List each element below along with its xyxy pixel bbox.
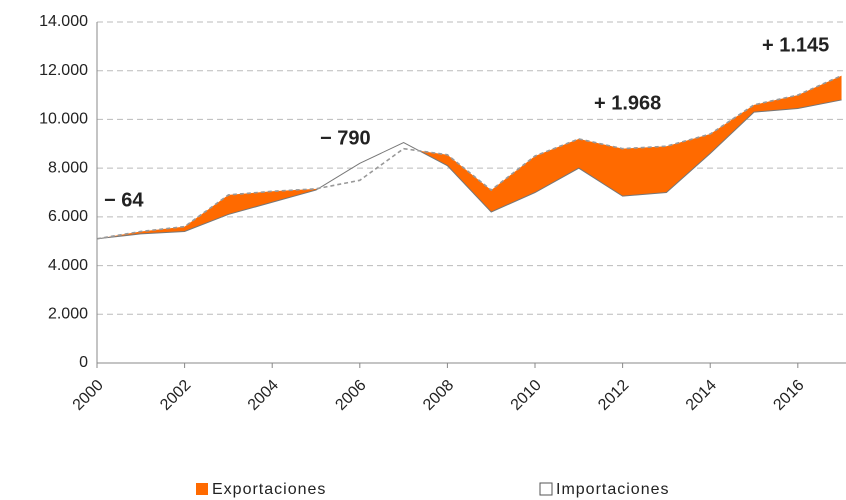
imports-line [96,99,842,240]
x-tick-label: 2016 [770,377,807,414]
y-tick-label: 14.000 [39,13,88,30]
y-tick-label: 4.000 [48,257,88,274]
annotation: − 790 [320,127,371,149]
x-tick-label: 2006 [332,377,369,414]
y-tick-label: 0 [79,354,88,371]
annotation: + 1.968 [594,92,661,114]
x-tick-label: 2002 [157,377,194,414]
legend-swatch [196,483,208,495]
export-surplus-area [97,75,842,239]
legend-label: Importaciones [556,481,670,498]
x-tick-label: 2012 [595,377,632,414]
x-tick-label: 2014 [683,377,720,414]
exports-line [96,74,842,240]
x-tick-label: 2000 [70,377,107,414]
y-tick-label: 12.000 [39,62,88,79]
y-tick-label: 6.000 [48,208,88,225]
x-tick-label: 2004 [245,377,282,414]
y-tick-label: 10.000 [39,111,88,128]
annotation: + 1.145 [762,34,829,56]
x-tick-label: 2008 [420,377,457,414]
legend-swatch [539,482,553,496]
y-tick-label: 8.000 [48,159,88,176]
x-tick-label: 2010 [508,377,545,414]
legend-label: Exportaciones [212,481,326,498]
annotation: − 64 [104,189,144,211]
y-tick-label: 2.000 [48,306,88,323]
